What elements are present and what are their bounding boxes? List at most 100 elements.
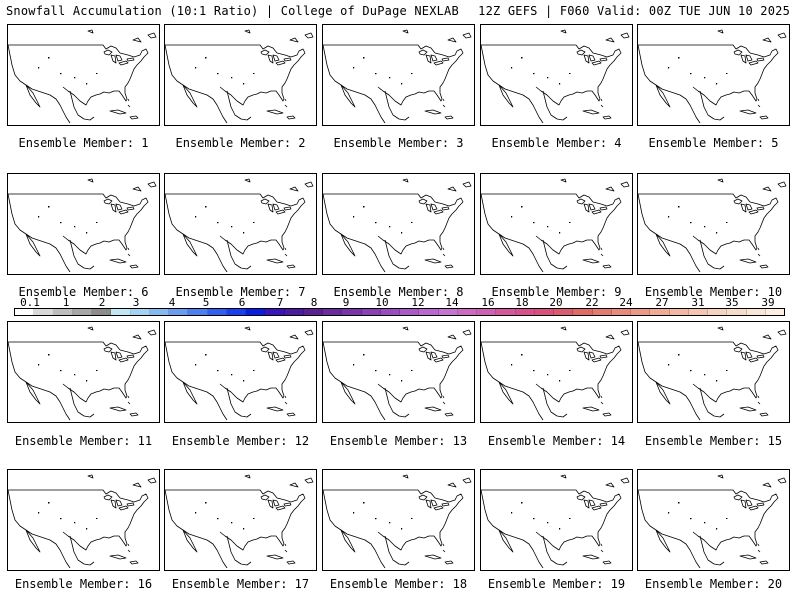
colorbar-swatch bbox=[457, 309, 477, 315]
colorbar-swatch bbox=[169, 309, 189, 315]
colorbar-swatch bbox=[669, 309, 689, 315]
ensemble-member-label: Ensemble Member: 16 bbox=[14, 577, 153, 591]
ensemble-member-map bbox=[480, 321, 633, 423]
ensemble-member-map bbox=[480, 173, 633, 275]
ensemble-member-map bbox=[637, 469, 790, 571]
colorbar-tick-label: 8 bbox=[310, 296, 318, 309]
ensemble-member-map bbox=[7, 469, 160, 571]
ensemble-member-label: Ensemble Member: 13 bbox=[329, 434, 468, 448]
ensemble-member-label: Ensemble Member: 12 bbox=[171, 434, 310, 448]
colorbar-swatch bbox=[53, 309, 73, 315]
colorbar-swatch bbox=[496, 309, 516, 315]
colorbar-swatch bbox=[650, 309, 670, 315]
colorbar-tick-label: 16 bbox=[481, 296, 495, 309]
ensemble-member-map bbox=[322, 24, 475, 126]
ensemble-member-map bbox=[480, 469, 633, 571]
ensemble-member-map bbox=[164, 469, 317, 571]
colorbar-tick-label: 0.1 bbox=[20, 296, 40, 309]
ensemble-member-map bbox=[637, 321, 790, 423]
colorbar-swatch bbox=[708, 309, 728, 315]
colorbar-swatch bbox=[592, 309, 612, 315]
colorbar-swatch bbox=[727, 309, 747, 315]
colorbar-tick-label: 27 bbox=[655, 296, 669, 309]
colorbar-swatch bbox=[15, 309, 35, 315]
ensemble-member-label: Ensemble Member: 18 bbox=[329, 577, 468, 591]
colorbar-swatch bbox=[207, 309, 227, 315]
colorbar-tick-label: 12 bbox=[411, 296, 425, 309]
ensemble-member-map bbox=[164, 321, 317, 423]
ensemble-member-map bbox=[7, 24, 160, 126]
colorbar-swatch bbox=[34, 309, 54, 315]
colorbar-tick-label: 3 bbox=[132, 296, 140, 309]
model-run-info: 12Z GEFS | F060 Valid: 00Z TUE JUN 10 20… bbox=[478, 4, 790, 18]
ensemble-member-map bbox=[164, 24, 317, 126]
colorbar-swatch bbox=[438, 309, 458, 315]
colorbar-swatch bbox=[111, 309, 131, 315]
ensemble-member-label: Ensemble Member: 9 bbox=[491, 285, 622, 299]
ensemble-member-label: Ensemble Member: 14 bbox=[487, 434, 626, 448]
ensemble-member-label: Ensemble Member: 11 bbox=[14, 434, 153, 448]
ensemble-member-label: Ensemble Member: 20 bbox=[644, 577, 783, 591]
colorbar-swatch bbox=[419, 309, 439, 315]
ensemble-member-map bbox=[637, 173, 790, 275]
ensemble-member-label: Ensemble Member: 3 bbox=[333, 136, 464, 150]
colorbar-tick-label: 31 bbox=[691, 296, 705, 309]
ensemble-member-label: Ensemble Member: 1 bbox=[18, 136, 149, 150]
colorbar-swatch bbox=[246, 309, 266, 315]
colorbar-swatch bbox=[342, 309, 362, 315]
ensemble-member-label: Ensemble Member: 2 bbox=[175, 136, 306, 150]
colorbar-swatch bbox=[688, 309, 708, 315]
ensemble-member-map bbox=[7, 321, 160, 423]
colorbar-tick-label: 5 bbox=[202, 296, 210, 309]
colorbar-swatch bbox=[303, 309, 323, 315]
colorbar-swatch bbox=[746, 309, 766, 315]
colorbar-swatch bbox=[130, 309, 150, 315]
colorbar-swatch bbox=[631, 309, 651, 315]
colorbar-swatch bbox=[765, 309, 784, 315]
colorbar-swatch bbox=[400, 309, 420, 315]
ensemble-member-label: Ensemble Member: 10 bbox=[644, 285, 783, 299]
ensemble-member-map bbox=[164, 173, 317, 275]
colorbar-tick-label: 14 bbox=[445, 296, 459, 309]
colorbar-swatch bbox=[361, 309, 381, 315]
colorbar-swatch bbox=[534, 309, 554, 315]
colorbar-swatch bbox=[284, 309, 304, 315]
colorbar-swatch bbox=[380, 309, 400, 315]
ensemble-member-label: Ensemble Member: 15 bbox=[644, 434, 783, 448]
colorbar-tick-label: 1 bbox=[62, 296, 70, 309]
colorbar-swatch bbox=[188, 309, 208, 315]
ensemble-member-map bbox=[322, 469, 475, 571]
colorbar-swatch bbox=[265, 309, 285, 315]
ensemble-member-map bbox=[480, 24, 633, 126]
colorbar-tick-label: 10 bbox=[375, 296, 389, 309]
colorbar-tick-label: 22 bbox=[585, 296, 599, 309]
colorbar-tick-label: 7 bbox=[276, 296, 284, 309]
ensemble-member-label: Ensemble Member: 5 bbox=[648, 136, 779, 150]
ensemble-member-label: Ensemble Member: 6 bbox=[18, 285, 149, 299]
colorbar-tick-label: 24 bbox=[619, 296, 633, 309]
ensemble-member-label: Ensemble Member: 19 bbox=[487, 577, 626, 591]
snowfall-colorbar bbox=[14, 308, 785, 316]
colorbar-tick-label: 18 bbox=[515, 296, 529, 309]
colorbar-swatch bbox=[323, 309, 343, 315]
colorbar-swatch bbox=[92, 309, 112, 315]
colorbar-tick-label: 35 bbox=[725, 296, 739, 309]
colorbar-swatch bbox=[477, 309, 497, 315]
ensemble-member-label: Ensemble Member: 17 bbox=[171, 577, 310, 591]
ensemble-member-map bbox=[637, 24, 790, 126]
ensemble-member-map bbox=[322, 173, 475, 275]
colorbar-swatch bbox=[573, 309, 593, 315]
colorbar-swatch bbox=[554, 309, 574, 315]
map-title: Snowfall Accumulation (10:1 Ratio) | Col… bbox=[6, 4, 459, 18]
ensemble-member-label: Ensemble Member: 4 bbox=[491, 136, 622, 150]
colorbar-swatch bbox=[149, 309, 169, 315]
ensemble-member-map bbox=[7, 173, 160, 275]
colorbar-swatch bbox=[72, 309, 92, 315]
colorbar-tick-label: 9 bbox=[342, 296, 350, 309]
colorbar-tick-label: 2 bbox=[98, 296, 106, 309]
colorbar-swatch bbox=[611, 309, 631, 315]
colorbar-tick-label: 20 bbox=[549, 296, 563, 309]
colorbar-swatch bbox=[226, 309, 246, 315]
ensemble-member-label: Ensemble Member: 8 bbox=[333, 285, 464, 299]
ensemble-member-map bbox=[322, 321, 475, 423]
